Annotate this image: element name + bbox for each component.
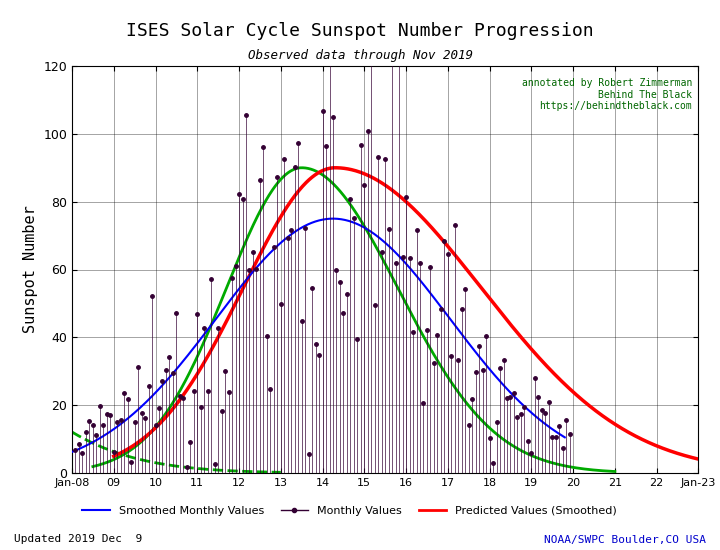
Text: Updated 2019 Dec  9: Updated 2019 Dec 9 (14, 535, 143, 544)
Text: annotated by Robert Zimmerman
Behind The Black
https://behindtheblack.com: annotated by Robert Zimmerman Behind The… (522, 78, 692, 112)
Legend: Smoothed Monthly Values, Monthly Values, Predicted Values (Smoothed): Smoothed Monthly Values, Monthly Values,… (78, 502, 621, 520)
Text: ISES Solar Cycle Sunspot Number Progression: ISES Solar Cycle Sunspot Number Progress… (126, 22, 594, 40)
Text: NOAA/SWPC Boulder,CO USA: NOAA/SWPC Boulder,CO USA (544, 535, 706, 544)
Y-axis label: Sunspot Number: Sunspot Number (23, 206, 37, 333)
Text: Observed data through Nov 2019: Observed data through Nov 2019 (248, 50, 472, 63)
